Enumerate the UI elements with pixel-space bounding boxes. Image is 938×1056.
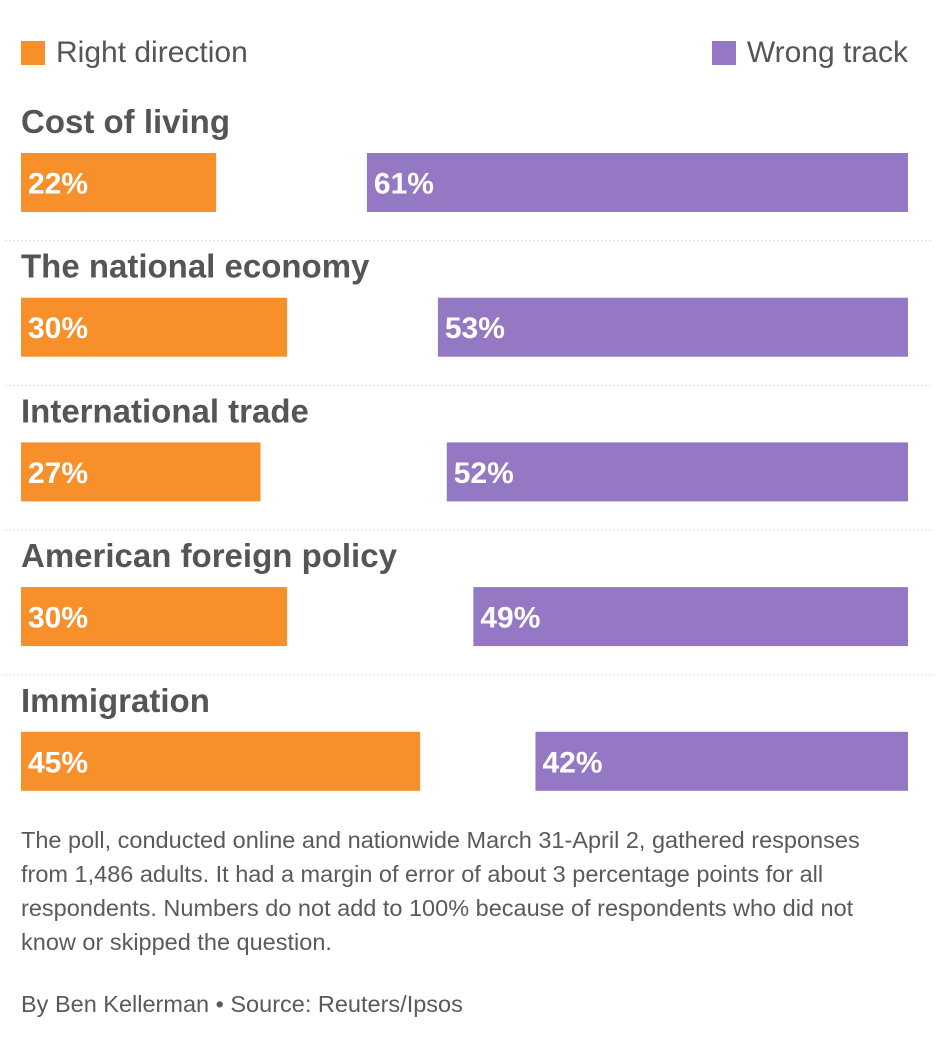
bar-right-direction: [21, 731, 421, 791]
data-label-right-direction: 30%: [28, 602, 88, 635]
category-label: The national economy: [21, 248, 370, 285]
legend: Right direction Wrong track: [21, 36, 908, 76]
bar-chart: Cost of living 22% 61% The national economy…: [5, 103, 933, 791]
legend-label-right-direction: Right direction: [56, 36, 248, 69]
bar-wrong-track: [437, 297, 908, 357]
bar-right-direction: [21, 442, 261, 502]
legend-item-right-direction: Right direction: [21, 36, 248, 70]
footnote: The poll, conducted online and nationwid…: [21, 827, 860, 955]
legend-swatch-wrong-track: [711, 41, 736, 65]
bar-right-direction: [21, 297, 288, 357]
bar-wrong-track: [366, 153, 908, 212]
category-label: International trade: [21, 392, 309, 429]
data-label-wrong-track: 53%: [445, 312, 505, 345]
data-label-wrong-track: 42%: [542, 746, 602, 779]
bar-right-direction: [21, 587, 288, 647]
data-label-right-direction: 27%: [28, 457, 88, 490]
data-label-right-direction: 45%: [28, 746, 88, 779]
data-label-wrong-track: 49%: [480, 602, 540, 635]
bar-wrong-track: [473, 587, 908, 647]
category-label: American foreign policy: [21, 537, 398, 574]
category-label: Cost of living: [21, 103, 230, 140]
credit-line: By Ben Kellerman • Source: Reuters/Ipsos: [21, 991, 463, 1017]
legend-item-wrong-track: Wrong track: [711, 36, 908, 70]
data-label-right-direction: 30%: [28, 312, 88, 345]
bar-wrong-track: [446, 442, 908, 502]
data-label-wrong-track: 52%: [454, 457, 514, 490]
legend-label-wrong-track: Wrong track: [746, 36, 908, 69]
bar-right-direction: [21, 153, 217, 212]
data-label-right-direction: 22%: [28, 168, 88, 201]
bar-wrong-track: [535, 731, 908, 791]
data-label-wrong-track: 61%: [374, 168, 434, 201]
category-label: Immigration: [21, 682, 210, 719]
legend-swatch-right-direction: [21, 41, 45, 65]
